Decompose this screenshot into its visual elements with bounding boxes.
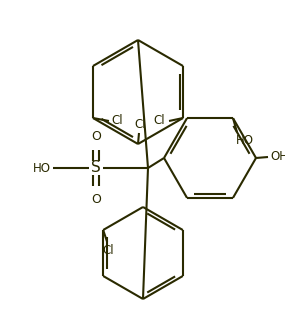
Text: Cl: Cl (111, 114, 123, 128)
Text: Cl: Cl (102, 244, 114, 257)
Text: HO: HO (33, 162, 51, 175)
Text: OH: OH (270, 149, 285, 162)
Text: Cl: Cl (134, 118, 146, 131)
Text: O: O (91, 130, 101, 143)
Text: S: S (91, 161, 101, 176)
Text: O: O (91, 193, 101, 206)
Text: Cl: Cl (153, 114, 165, 128)
Text: HO: HO (236, 134, 254, 147)
